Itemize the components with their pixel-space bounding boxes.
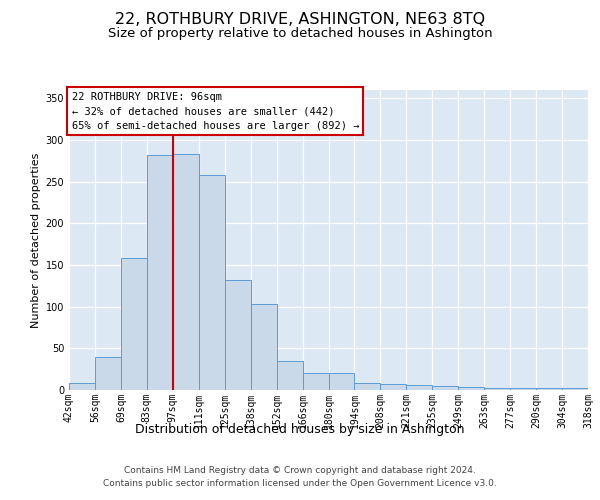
Bar — [147, 155, 173, 390]
Bar — [277, 361, 302, 390]
Bar — [536, 388, 562, 390]
Bar — [173, 154, 199, 390]
Bar — [251, 304, 277, 390]
Bar — [510, 388, 536, 390]
Text: 22, ROTHBURY DRIVE, ASHINGTON, NE63 8TQ: 22, ROTHBURY DRIVE, ASHINGTON, NE63 8TQ — [115, 12, 485, 28]
Bar — [406, 385, 432, 390]
Bar — [329, 374, 355, 390]
Bar — [95, 356, 121, 390]
Bar — [380, 384, 406, 390]
Text: Size of property relative to detached houses in Ashington: Size of property relative to detached ho… — [107, 28, 493, 40]
Bar — [225, 280, 251, 390]
Bar — [433, 386, 458, 390]
Bar — [458, 386, 484, 390]
Bar — [199, 175, 224, 390]
Bar — [121, 258, 147, 390]
Y-axis label: Number of detached properties: Number of detached properties — [31, 152, 41, 328]
Bar — [484, 388, 510, 390]
Text: 22 ROTHBURY DRIVE: 96sqm
← 32% of detached houses are smaller (442)
65% of semi-: 22 ROTHBURY DRIVE: 96sqm ← 32% of detach… — [71, 92, 359, 131]
Bar — [355, 382, 380, 390]
Bar — [302, 374, 329, 390]
Bar — [69, 384, 95, 390]
Text: Contains HM Land Registry data © Crown copyright and database right 2024.
Contai: Contains HM Land Registry data © Crown c… — [103, 466, 497, 487]
Text: Distribution of detached houses by size in Ashington: Distribution of detached houses by size … — [135, 422, 465, 436]
Bar — [562, 388, 588, 390]
